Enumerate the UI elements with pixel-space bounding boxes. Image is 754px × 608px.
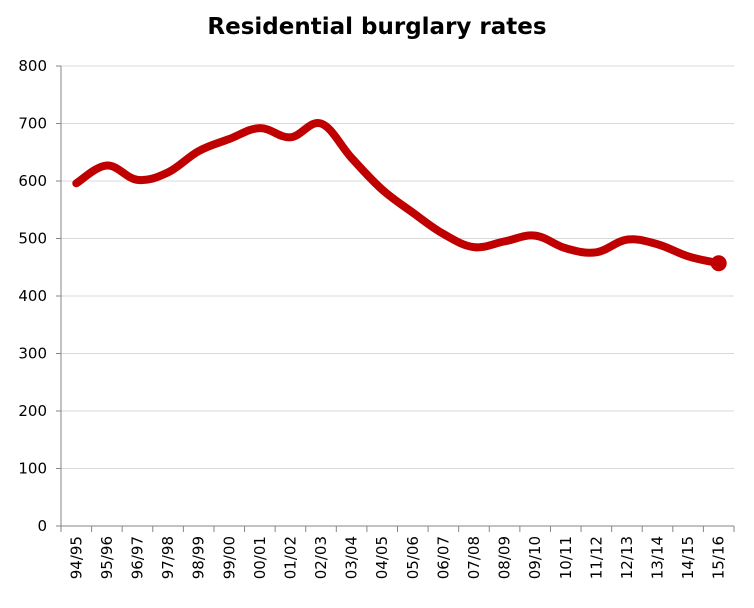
data-point xyxy=(503,239,507,243)
x-tick-label: 98/99 xyxy=(190,536,208,579)
data-point xyxy=(258,126,262,130)
x-tick-label: 10/11 xyxy=(557,536,575,579)
data-point xyxy=(319,122,323,126)
x-tick-label: 96/97 xyxy=(128,536,146,579)
x-tick-label: 95/96 xyxy=(98,536,116,579)
x-tick-label: 15/16 xyxy=(710,536,728,579)
x-tick-label: 05/06 xyxy=(404,536,422,579)
data-point xyxy=(135,178,139,182)
series-line xyxy=(72,119,723,268)
data-point xyxy=(350,156,354,160)
data-point xyxy=(533,234,537,238)
x-tick-label: 12/13 xyxy=(618,536,636,579)
data-point xyxy=(288,135,292,139)
data-point xyxy=(441,232,445,236)
data-point xyxy=(74,181,78,185)
data-point xyxy=(472,245,476,249)
data-point xyxy=(686,254,690,258)
data-point xyxy=(197,149,201,153)
x-tick-label: 11/12 xyxy=(587,536,605,579)
y-tick-label: 100 xyxy=(18,460,47,478)
data-point xyxy=(105,163,109,167)
x-tick-label: 13/14 xyxy=(649,536,667,579)
last-point-marker xyxy=(710,255,727,272)
data-point xyxy=(625,238,629,242)
data-point xyxy=(656,242,660,246)
chart-title: Residential burglary rates xyxy=(207,14,547,40)
x-tick-label: 08/09 xyxy=(496,536,514,579)
x-tick-label: 97/98 xyxy=(159,536,177,579)
y-tick-label: 400 xyxy=(18,287,47,305)
data-point xyxy=(227,137,231,141)
data-point xyxy=(166,170,170,174)
data-point xyxy=(564,246,568,250)
y-tick-label: 300 xyxy=(18,345,47,363)
y-tick-label: 600 xyxy=(18,172,47,190)
data-point xyxy=(380,188,384,192)
data-point xyxy=(594,250,598,254)
y-tick-label: 700 xyxy=(18,115,47,133)
x-tick-label: 07/08 xyxy=(465,536,483,579)
x-tick-label: 01/02 xyxy=(281,536,299,579)
x-tick-label: 94/95 xyxy=(67,536,85,579)
y-tick-label: 800 xyxy=(18,57,47,75)
data-point xyxy=(411,211,415,215)
x-tick-label: 06/07 xyxy=(434,536,452,579)
x-tick-label: 14/15 xyxy=(679,536,697,579)
x-tick-label: 03/04 xyxy=(343,536,361,579)
x-tick-label: 02/03 xyxy=(312,536,330,579)
x-tick-label: 04/05 xyxy=(373,536,391,579)
x-tick-label: 99/00 xyxy=(220,536,238,579)
y-tick-label: 500 xyxy=(18,230,47,248)
x-tick-label: 00/01 xyxy=(251,536,269,579)
y-tick-label: 200 xyxy=(18,402,47,420)
y-tick-label: 0 xyxy=(37,517,47,535)
x-tick-label: 09/10 xyxy=(526,536,544,579)
